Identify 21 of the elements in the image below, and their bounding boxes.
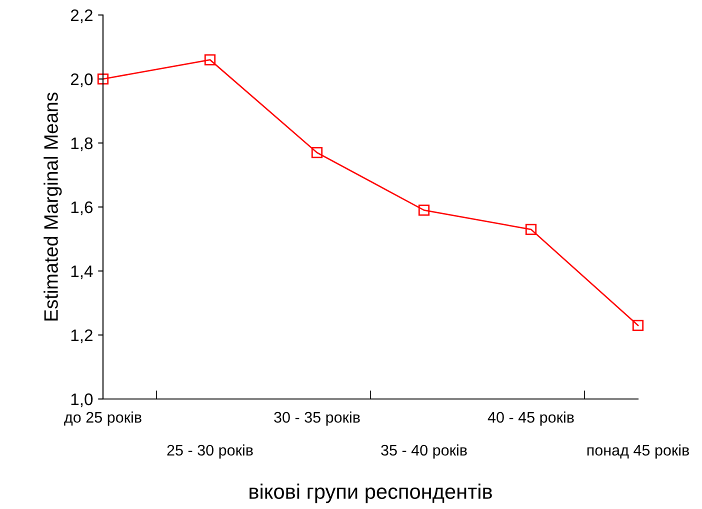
x-tick-label: до 25 років [64,412,142,426]
x-tick-label: 25 - 30 років [167,444,253,459]
y-tick-label: 1,6 [71,201,93,216]
x-axis-title: вікові групи респондентів [250,484,492,504]
point [204,54,216,66]
x-tick-label: 40 - 45 років [488,412,574,426]
point [311,147,323,158]
point [632,320,644,331]
x-tick-label: 35 - 40 років [381,444,467,459]
x-tick-label: понад 45 років [587,444,689,459]
y-axis-title: Estimated Marginal Means [44,92,62,320]
y-tick-label: 1,8 [71,137,93,152]
point [97,73,109,85]
point [525,224,537,235]
y-tick-label: 2,0 [70,73,93,88]
y-tick-label: 1,0 [71,393,93,408]
point [418,204,430,216]
y-tick-label: 2,2 [70,9,92,24]
x-tick-label: 30 - 35 років [274,412,360,426]
y-tick-label: 1,2 [71,329,92,344]
y-tick-label: 1,4 [71,266,93,280]
